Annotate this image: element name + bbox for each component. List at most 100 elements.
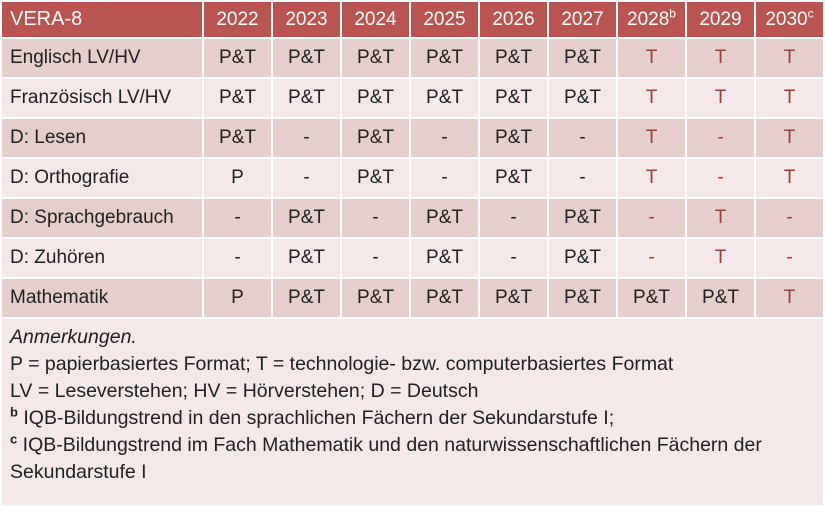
- format-cell: T: [618, 79, 685, 117]
- format-cell: P&T: [549, 239, 616, 277]
- column-header-label: 2025: [423, 8, 466, 30]
- column-header-label: 2029: [699, 8, 742, 30]
- table-row: D: Orthografie P - P&T - P&T - T - T: [2, 159, 823, 197]
- format-cell: T: [756, 279, 823, 317]
- format-cell: P&T: [273, 39, 340, 77]
- format-cell: -: [687, 159, 754, 197]
- notes-footnote-b: b IQB-Bildungstrend in den sprachlichen …: [10, 405, 815, 432]
- format-cell: P&T: [273, 239, 340, 277]
- column-header-2028: 2028b: [618, 2, 685, 37]
- format-cell: -: [618, 239, 685, 277]
- header-row: VERA-8 2022 2023 2024 2025 2026 2027 2028b 2029…: [2, 2, 823, 37]
- format-cell: P: [204, 159, 271, 197]
- table-row: Englisch LV/HV P&T P&T P&T P&T P&T P&T T T T: [2, 39, 823, 77]
- format-cell: T: [756, 159, 823, 197]
- format-cell: -: [687, 119, 754, 157]
- format-cell: T: [756, 79, 823, 117]
- format-cell: -: [480, 239, 547, 277]
- format-cell: P&T: [204, 119, 271, 157]
- format-cell: T: [687, 239, 754, 277]
- vera8-schedule-table: VERA-8 2022 2023 2024 2025 2026 2027 2028b 2029…: [2, 2, 823, 317]
- format-cell: P&T: [549, 279, 616, 317]
- format-cell: -: [411, 119, 478, 157]
- format-cell: -: [618, 199, 685, 237]
- notes: Anmerkungen. P = papierbasiertes Format;…: [2, 319, 823, 505]
- column-header-label: 2022: [216, 8, 259, 30]
- format-cell: -: [756, 239, 823, 277]
- row-label: Französisch LV/HV: [2, 79, 202, 117]
- footnote-marker-c: c: [807, 6, 814, 21]
- format-cell: -: [273, 119, 340, 157]
- format-cell: T: [618, 159, 685, 197]
- format-cell: P&T: [411, 39, 478, 77]
- notes-line-formats: P = papierbasiertes Format; T = technolo…: [10, 353, 674, 375]
- column-header-label: 2026: [492, 8, 535, 30]
- format-cell: P&T: [411, 279, 478, 317]
- format-cell: -: [204, 199, 271, 237]
- format-cell: -: [273, 159, 340, 197]
- format-cell: -: [204, 239, 271, 277]
- format-cell: P&T: [480, 39, 547, 77]
- format-cell: P&T: [342, 39, 409, 77]
- notes-line-abbreviations: LV = Leseverstehen; HV = Hörverstehen; D…: [10, 380, 479, 402]
- format-cell: P&T: [549, 39, 616, 77]
- format-cell: -: [342, 199, 409, 237]
- column-header-2030: 2030c: [756, 2, 823, 37]
- format-cell: T: [618, 39, 685, 77]
- row-label: Englisch LV/HV: [2, 39, 202, 77]
- column-header-label: 2030: [765, 8, 808, 30]
- footnote-b-text: IQB-Bildungstrend in den sprachlichen Fä…: [23, 407, 615, 429]
- format-cell: -: [411, 159, 478, 197]
- format-cell: P&T: [480, 279, 547, 317]
- column-header-2026: 2026: [480, 2, 547, 37]
- format-cell: P&T: [204, 39, 271, 77]
- row-label: D: Sprachgebrauch: [2, 199, 202, 237]
- format-cell: -: [549, 119, 616, 157]
- footnote-c-marker: c: [10, 431, 18, 447]
- format-cell: P&T: [549, 79, 616, 117]
- format-cell: P&T: [411, 239, 478, 277]
- format-cell: P&T: [618, 279, 685, 317]
- format-cell: P&T: [342, 279, 409, 317]
- footnote-marker-b: b: [669, 6, 676, 21]
- format-cell: -: [342, 239, 409, 277]
- format-cell: P&T: [480, 79, 547, 117]
- notes-heading: Anmerkungen.: [10, 326, 137, 348]
- row-label: D: Lesen: [2, 119, 202, 157]
- column-header-label: 2027: [561, 8, 604, 30]
- format-cell: T: [687, 199, 754, 237]
- format-cell: P&T: [687, 279, 754, 317]
- format-cell: P&T: [273, 79, 340, 117]
- format-cell: T: [687, 79, 754, 117]
- footnote-c-text: IQB-Bildungstrend im Fach Mathematik und…: [10, 434, 762, 483]
- table-row: D: Sprachgebrauch - P&T - P&T - P&T - T -: [2, 199, 823, 237]
- format-cell: -: [756, 199, 823, 237]
- table-body: Englisch LV/HV P&T P&T P&T P&T P&T P&T T T T Franz…: [2, 39, 823, 317]
- row-label: Mathematik: [2, 279, 202, 317]
- notes-footnote-c: c IQB-Bildungstrend im Fach Mathematik u…: [10, 432, 815, 486]
- format-cell: P&T: [480, 159, 547, 197]
- format-cell: T: [756, 119, 823, 157]
- format-cell: P: [204, 279, 271, 317]
- format-cell: P&T: [273, 199, 340, 237]
- format-cell: P&T: [342, 159, 409, 197]
- format-cell: P&T: [411, 79, 478, 117]
- column-header-2027: 2027: [549, 2, 616, 37]
- format-cell: T: [756, 39, 823, 77]
- format-cell: P&T: [273, 279, 340, 317]
- table-row: D: Lesen P&T - P&T - P&T - T - T: [2, 119, 823, 157]
- format-cell: P&T: [480, 119, 547, 157]
- format-cell: P&T: [342, 79, 409, 117]
- format-cell: T: [618, 119, 685, 157]
- format-cell: P&T: [342, 119, 409, 157]
- table-row: Französisch LV/HV P&T P&T P&T P&T P&T P&T T T T: [2, 79, 823, 117]
- footnote-b-marker: b: [10, 404, 18, 420]
- column-header-2024: 2024: [342, 2, 409, 37]
- format-cell: -: [480, 199, 547, 237]
- format-cell: P&T: [204, 79, 271, 117]
- column-header-2023: 2023: [273, 2, 340, 37]
- column-header-label: 2028: [627, 8, 670, 30]
- format-cell: T: [687, 39, 754, 77]
- format-cell: P&T: [411, 199, 478, 237]
